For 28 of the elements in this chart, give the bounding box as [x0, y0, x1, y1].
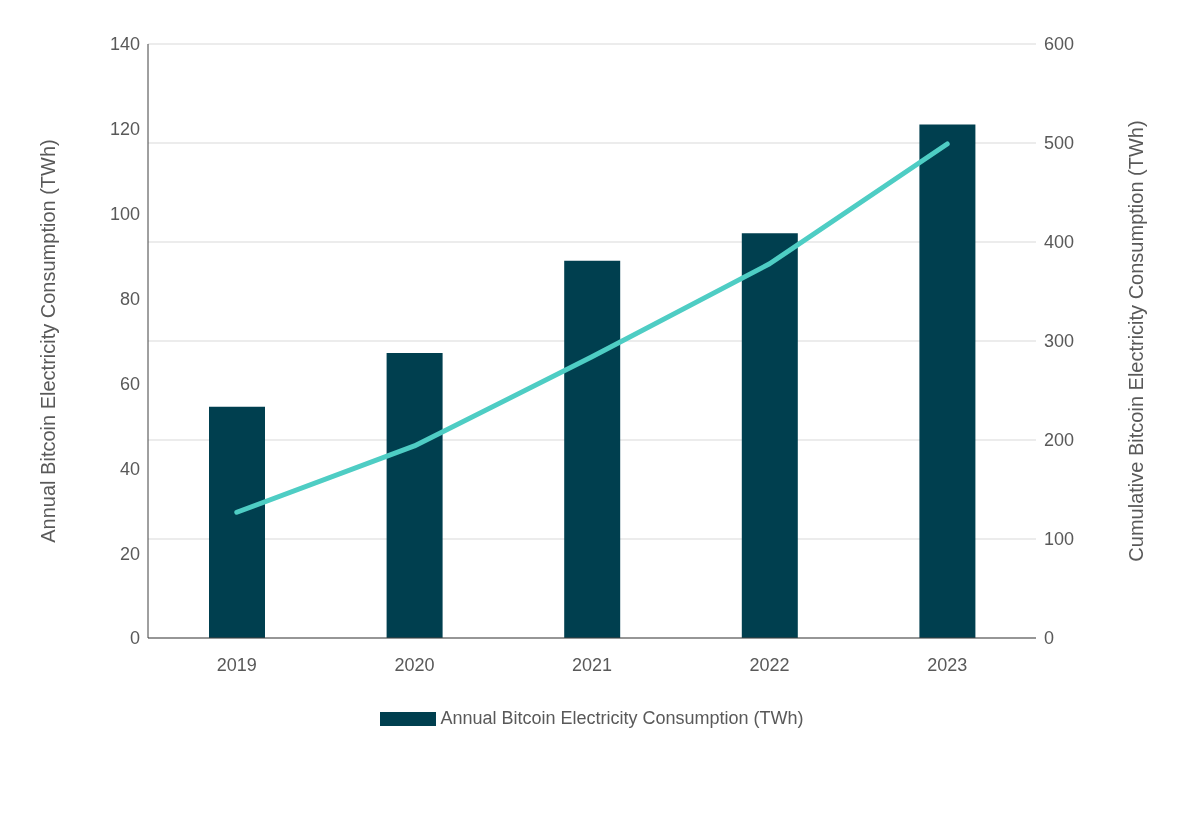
y2-tick-label: 200: [1044, 430, 1075, 451]
y-tick-label: 120: [109, 119, 140, 140]
y-tick-label: 0: [129, 628, 140, 649]
y2-tick-label: 500: [1044, 133, 1075, 154]
x-tick-label: 2021: [571, 654, 613, 675]
bar: [919, 124, 976, 638]
y2-tick-label: 400: [1044, 232, 1075, 253]
y-tick-label: 140: [109, 34, 140, 55]
y-tick-label: 20: [119, 543, 140, 564]
x-tick-label: 2022: [749, 654, 790, 675]
legend-label: Annual Bitcoin Electricity Consumption (TWh): [439, 708, 804, 729]
y-tick-label: 60: [119, 373, 140, 394]
bar: [209, 406, 265, 638]
y-tick-label: 40: [119, 458, 140, 479]
y-tick-label: 80: [119, 288, 140, 309]
y2-axis-title: Cumulative Bitcoin Electricity Consumption (TWh): [1125, 120, 1148, 562]
x-tick-label: 2023: [927, 654, 968, 675]
y-axis-title: Annual Bitcoin Electricity Consumption (TWh): [37, 139, 60, 543]
y2-tick-label: 600: [1044, 34, 1075, 55]
y2-tick-label: 100: [1044, 529, 1075, 550]
bar: [741, 233, 798, 638]
bar: [564, 260, 621, 638]
y-tick-label: 100: [109, 204, 140, 225]
x-tick-label: 2020: [394, 654, 435, 675]
y2-tick-label: 300: [1044, 331, 1075, 352]
bar: [386, 352, 443, 638]
y2-tick-label: 0: [1044, 628, 1055, 649]
x-tick-label: 2019: [216, 654, 257, 675]
